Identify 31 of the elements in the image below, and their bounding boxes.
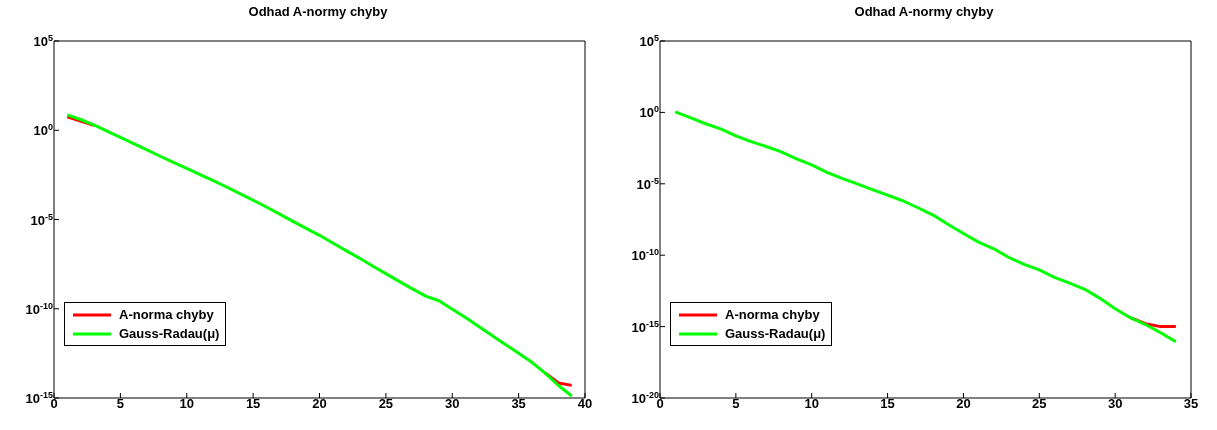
x-tick-label: 25 [378,396,394,412]
x-tick-label: 20 [956,396,971,412]
x-tick-label: 30 [1107,396,1123,412]
x-tick-label: 10 [804,396,819,412]
x-tick-label: 15 [880,396,895,412]
legend-label: Gauss-Radau(μ) [725,325,826,343]
y-tick-label: 10$^{-10}$ [25,300,53,317]
legend-label: A-norma chyby [119,306,214,324]
x-tick-label: 5 [732,396,740,412]
y-tick-label: 10$^{-15}$ [631,318,659,335]
y-tick-label: 10$^{-10}$ [631,247,659,264]
y-tick-label: 10$^{0}$ [33,122,53,139]
chart-title: Odhad A-normy chyby [853,4,995,19]
chart-title: Odhad A-normy chyby [247,4,389,19]
x-tick-label: 5 [116,396,124,412]
y-tick-label: 10$^{-5}$ [30,211,53,228]
y-tick-label: 10$^{5}$ [639,33,659,49]
y-tick-label: 10$^{5}$ [33,33,53,49]
y-tick-label: 10$^{0}$ [639,104,659,121]
x-tick-label: 35 [1183,396,1199,412]
x-tick-label: 20 [312,396,327,412]
x-tick-label: 40 [577,396,593,412]
x-tick-label: 15 [245,396,261,412]
x-tick-label: 10 [179,396,194,412]
x-tick-label: 25 [1032,396,1047,412]
x-tick-label: 30 [445,396,460,412]
line-series [673,110,1178,344]
legend-label: Gauss-Radau(μ) [119,325,220,343]
y-tick-label: 10$^{-5}$ [636,175,659,192]
legend-label: A-norma chyby [725,306,820,324]
x-tick-label: 35 [511,396,526,412]
